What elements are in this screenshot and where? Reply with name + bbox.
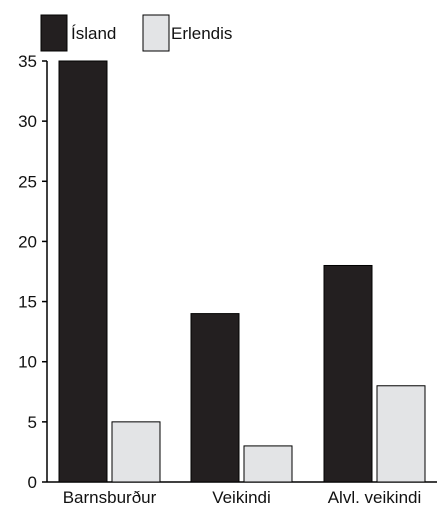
- bar-erlendis-0: [111, 421, 161, 483]
- y-tick-label: 5: [28, 413, 37, 432]
- y-tick-label: 20: [18, 232, 37, 251]
- legend-label-erlendis: Erlendis: [171, 24, 232, 43]
- bar-erlendis-1: [243, 445, 293, 483]
- legend: Ísland Erlendis: [40, 14, 232, 52]
- y-tick-label: 25: [18, 172, 37, 191]
- y-tick-label: 35: [18, 52, 37, 71]
- bars: [58, 60, 426, 483]
- y-ticks: 0 5 10 15 20 25 30 35: [18, 52, 47, 492]
- bar-island-0: [58, 60, 108, 483]
- y-tick-label: 30: [18, 112, 37, 131]
- legend-swatch-island: [40, 14, 68, 52]
- x-tick-label: Alvl. veikindi: [328, 488, 422, 507]
- x-tick-label: Veikindi: [212, 488, 271, 507]
- y-tick-label: 10: [18, 353, 37, 372]
- legend-swatch-erlendis: [142, 14, 170, 52]
- bar-erlendis-2: [376, 385, 426, 483]
- y-tick-label: 15: [18, 293, 37, 312]
- x-tick-label: Barnsburður: [63, 488, 157, 507]
- legend-label-island: Ísland: [71, 24, 116, 43]
- bar-island-2: [323, 264, 373, 483]
- y-tick-label: 0: [28, 473, 37, 492]
- x-tick-labels: Barnsburður Veikindi Alvl. veikindi: [63, 488, 422, 507]
- bar-island-1: [190, 313, 240, 483]
